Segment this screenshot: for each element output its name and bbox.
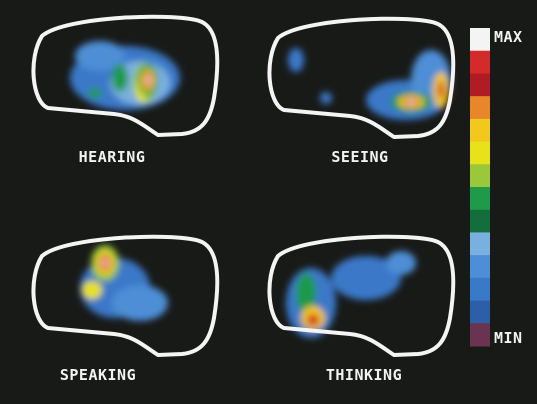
panel-speaking xyxy=(31,234,220,357)
color-scale xyxy=(470,28,490,347)
scale-swatch xyxy=(470,50,490,74)
panel-thinking xyxy=(267,234,456,357)
activity xyxy=(70,41,180,110)
scale-swatch xyxy=(470,118,490,143)
panel-seeing xyxy=(267,16,456,140)
scale-swatch xyxy=(470,255,490,279)
scale-swatch xyxy=(470,73,490,97)
scale-swatch xyxy=(470,187,490,211)
scale-swatch xyxy=(470,164,490,188)
panel-label: SEEING xyxy=(331,148,388,166)
activity xyxy=(286,251,416,338)
scale-swatch xyxy=(470,141,490,165)
scale-swatch xyxy=(470,277,490,302)
activity xyxy=(288,48,451,120)
activity xyxy=(80,245,168,321)
panel-hearing xyxy=(31,14,220,138)
scale-min-label: MIN xyxy=(494,329,523,347)
scale-swatch xyxy=(470,323,490,347)
scale-swatch xyxy=(470,209,490,233)
scale-swatch xyxy=(470,96,490,120)
scale-swatch xyxy=(470,300,490,324)
scale-swatch xyxy=(470,28,490,52)
scale-swatch xyxy=(470,232,490,256)
panel-label: SPEAKING xyxy=(60,366,136,384)
panel-label: HEARING xyxy=(79,148,146,166)
panel-label: THINKING xyxy=(326,366,402,384)
scale-max-label: MAX xyxy=(494,28,523,46)
